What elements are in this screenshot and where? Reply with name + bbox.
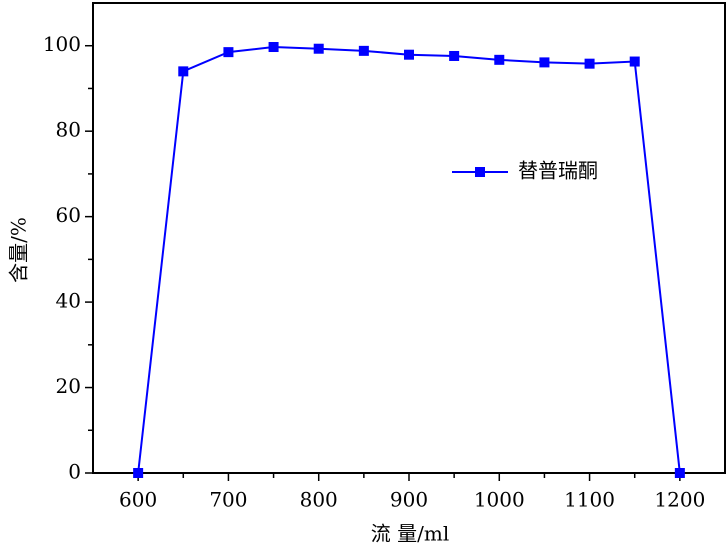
point-marker [358,45,369,56]
x-tick-label: 1200 [654,488,705,512]
series-line [137,46,681,474]
y-tick-label: 100 [43,32,81,56]
x-tick-label: 800 [300,488,338,512]
point-marker [268,42,279,53]
point-marker [449,50,460,61]
x-tick-label: 600 [119,488,157,512]
point-marker [133,468,144,478]
legend-marker [475,167,485,177]
point-marker [313,43,324,54]
y-tick-label: 20 [56,374,81,398]
point-marker [223,47,234,58]
x-axis-label: 流 量/ml [371,522,449,546]
y-tick-label: 0 [68,460,81,484]
x-tick-label: 1100 [564,488,615,512]
y-tick-label: 80 [56,118,81,142]
point-marker [494,54,505,65]
point-marker [584,58,595,69]
point-marker [404,49,414,60]
point-marker [674,468,685,478]
y-tick-label: 60 [56,203,81,227]
point-marker [539,57,550,68]
point-marker [178,66,189,77]
y-axis-label: 含量/% [7,217,31,283]
x-tick-label: 700 [209,488,247,512]
x-tick-label: 900 [390,488,428,512]
point-marker [629,56,640,67]
legend-label: 替普瑞酮 [518,159,598,183]
x-tick-label: 1000 [474,488,525,512]
y-tick-label: 40 [56,289,81,313]
